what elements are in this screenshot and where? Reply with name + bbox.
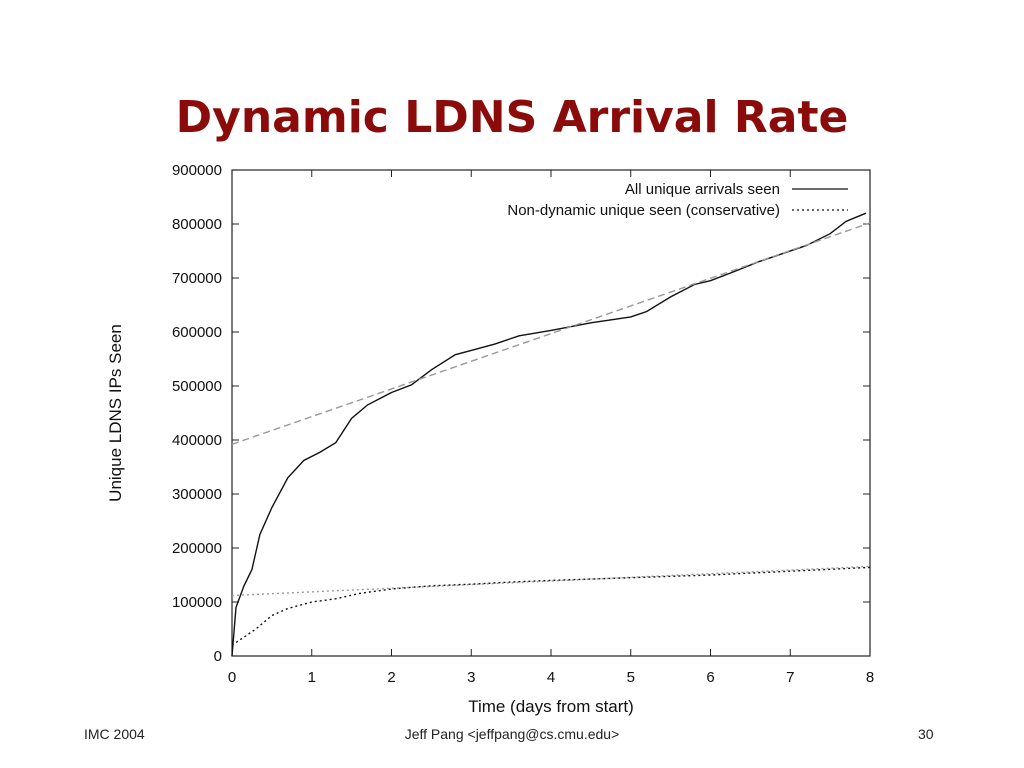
y-tick-label: 700000 [172, 270, 222, 287]
footer-left: IMC 2004 [84, 726, 145, 742]
y-tick-label: 0 [214, 648, 222, 665]
x-axis-label: Time (days from start) [468, 697, 634, 716]
legend-label-non-dynamic: Non-dynamic unique seen (conservative) [507, 202, 780, 219]
y-tick-label: 800000 [172, 216, 222, 233]
x-tick-label: 0 [228, 669, 236, 686]
x-tick-label: 5 [627, 669, 635, 686]
x-tick-label: 4 [547, 669, 555, 686]
series-line-0 [231, 212, 867, 657]
plot-frame [231, 169, 871, 657]
series-line-3 [231, 565, 871, 597]
x-tick-label: 3 [467, 669, 475, 686]
y-tick-label: 300000 [172, 486, 222, 503]
series-line-2 [231, 566, 871, 646]
y-axis-label: Unique LDNS IPs Seen [106, 324, 125, 502]
x-tick-label: 8 [866, 669, 874, 686]
legend: All unique arrivals seen Non-dynamic uni… [507, 181, 848, 219]
y-tick-label: 500000 [172, 378, 222, 395]
x-tick-label: 6 [706, 669, 714, 686]
y-tick-label: 400000 [172, 432, 222, 449]
x-tick-label: 2 [387, 669, 395, 686]
footer-center: Jeff Pang <jeffpang@cs.cmu.edu> [404, 726, 620, 742]
y-tick-label: 900000 [172, 162, 222, 179]
y-tick-label: 200000 [172, 540, 222, 557]
x-tick-label: 7 [786, 669, 794, 686]
series-line-1 [231, 222, 871, 445]
page-number: 30 [918, 726, 934, 742]
slide-title: Dynamic LDNS Arrival Rate [175, 92, 849, 143]
y-tick-label: 600000 [172, 324, 222, 341]
y-tick-label: 100000 [172, 594, 222, 611]
x-tick-label: 1 [308, 669, 316, 686]
legend-label-all-unique: All unique arrivals seen [625, 181, 780, 198]
